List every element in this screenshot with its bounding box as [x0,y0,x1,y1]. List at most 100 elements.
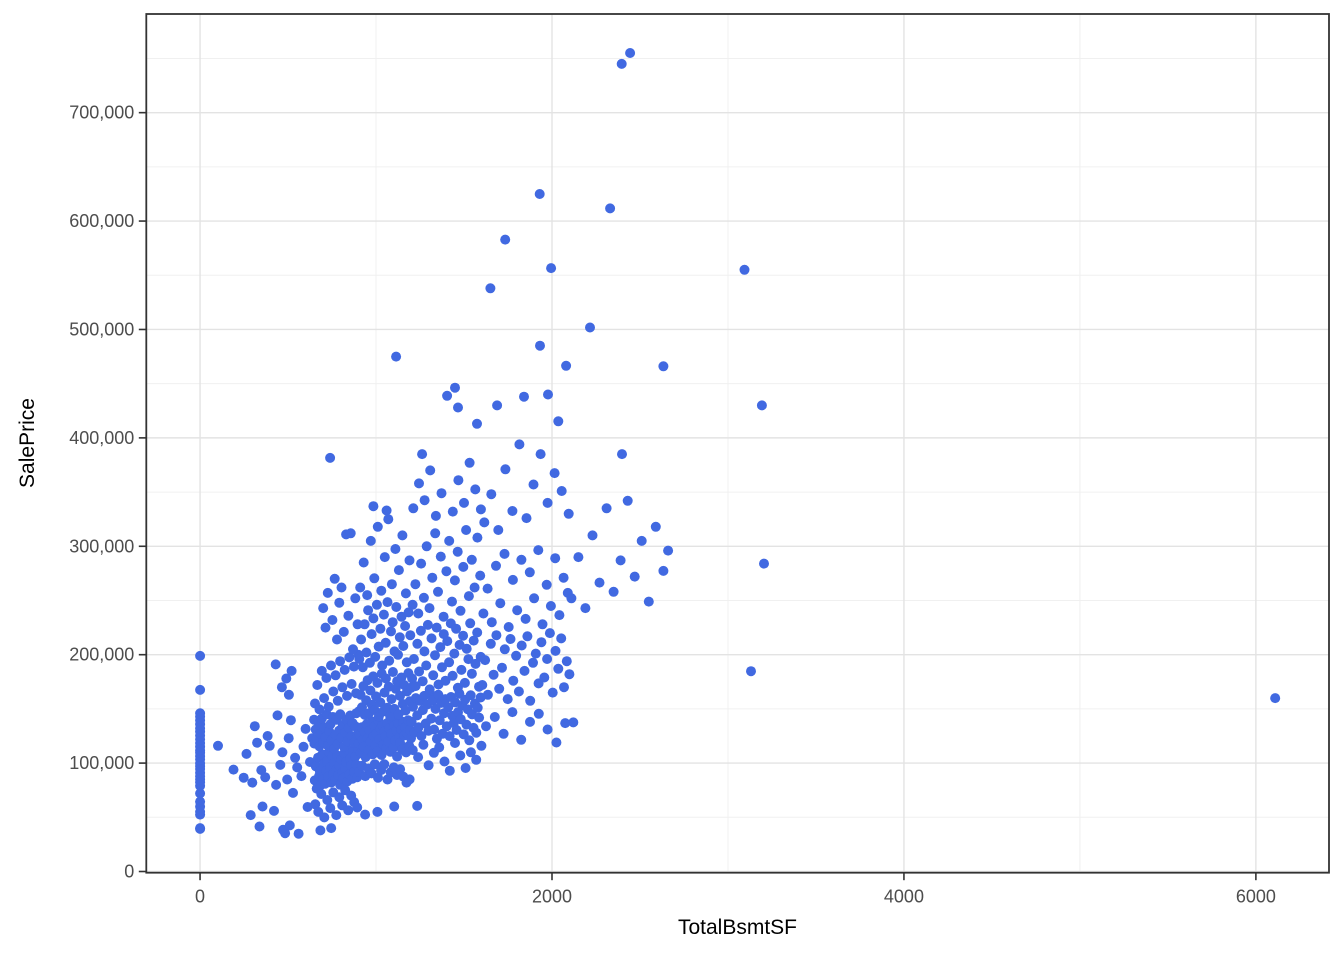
data-point [405,630,416,641]
data-point [254,821,265,832]
data-point [414,478,424,489]
data-point [512,605,523,616]
data-point [195,796,206,807]
data-point [492,400,503,411]
data-point [373,772,383,783]
data-point [339,664,350,675]
y-tick-label: 200,000 [69,645,134,665]
y-tick-label: 400,000 [69,428,134,448]
data-point [551,737,562,748]
data-point [316,665,327,676]
data-point [352,802,363,813]
data-point [434,742,445,753]
data-point [245,810,256,821]
data-point [386,694,397,705]
data-point [507,707,518,718]
data-point [553,416,564,427]
data-point [488,669,499,680]
data-point [276,682,287,693]
data-point [412,800,423,811]
data-point [363,605,374,616]
data-point [228,764,239,775]
data-point [334,792,345,803]
data-point [330,670,341,681]
data-point [275,759,286,770]
data-point [474,712,485,723]
data-point [507,506,518,516]
data-point [435,642,446,653]
data-point [372,806,383,817]
data-point [466,668,477,679]
data-point [535,449,546,460]
data-point [426,633,437,644]
data-point [296,771,307,782]
data-point [558,572,569,583]
data-point [393,649,403,660]
data-point [416,558,427,569]
data-point [463,591,474,602]
data-point [329,573,340,584]
data-point [439,756,450,767]
data-point [393,565,404,576]
data-point [369,573,380,584]
data-point [478,608,489,619]
data-point [520,613,531,624]
data-point [421,660,432,671]
data-point [431,622,442,633]
data-point [516,640,527,651]
data-point [414,666,425,677]
data-point [550,553,561,564]
data-point [427,572,438,583]
data-point [270,659,281,670]
data-point [327,615,338,625]
data-point [345,528,356,539]
data-point [528,657,538,668]
data-point [195,788,206,799]
data-point [348,644,358,655]
data-point [505,634,516,644]
data-point [444,657,455,668]
data-point [479,517,490,528]
data-point [368,613,379,624]
data-point [410,681,421,692]
data-point [342,690,352,701]
data-point [513,686,524,697]
data-point [525,716,535,727]
x-tick-label: 2000 [532,887,572,907]
data-point [292,762,303,773]
data-point [449,575,460,586]
data-point [511,650,522,661]
data-point [326,823,337,834]
data-point [400,705,411,716]
data-point [387,617,398,628]
data-point [444,765,455,776]
data-point [407,673,418,684]
data-point [465,618,476,629]
data-point [461,525,472,535]
data-point [460,763,471,773]
data-point [376,750,387,760]
data-point [413,608,424,619]
data-point [408,654,419,664]
data-point [389,801,400,812]
data-point [475,570,486,581]
data-point [284,820,295,831]
data-point [516,734,527,745]
data-point [499,548,510,559]
data-point [423,760,434,771]
data-point [566,593,577,604]
data-point [534,189,545,199]
data-point [556,633,567,644]
data-point [494,683,505,694]
data-point [508,675,519,686]
data-point [408,701,418,712]
data-point [252,737,263,748]
data-point [470,658,481,669]
data-point [386,579,397,590]
data-point [617,449,627,460]
data-point [530,648,541,659]
data-point [533,545,544,556]
data-point [528,479,539,490]
data-point [422,619,433,630]
data-point [549,468,560,479]
